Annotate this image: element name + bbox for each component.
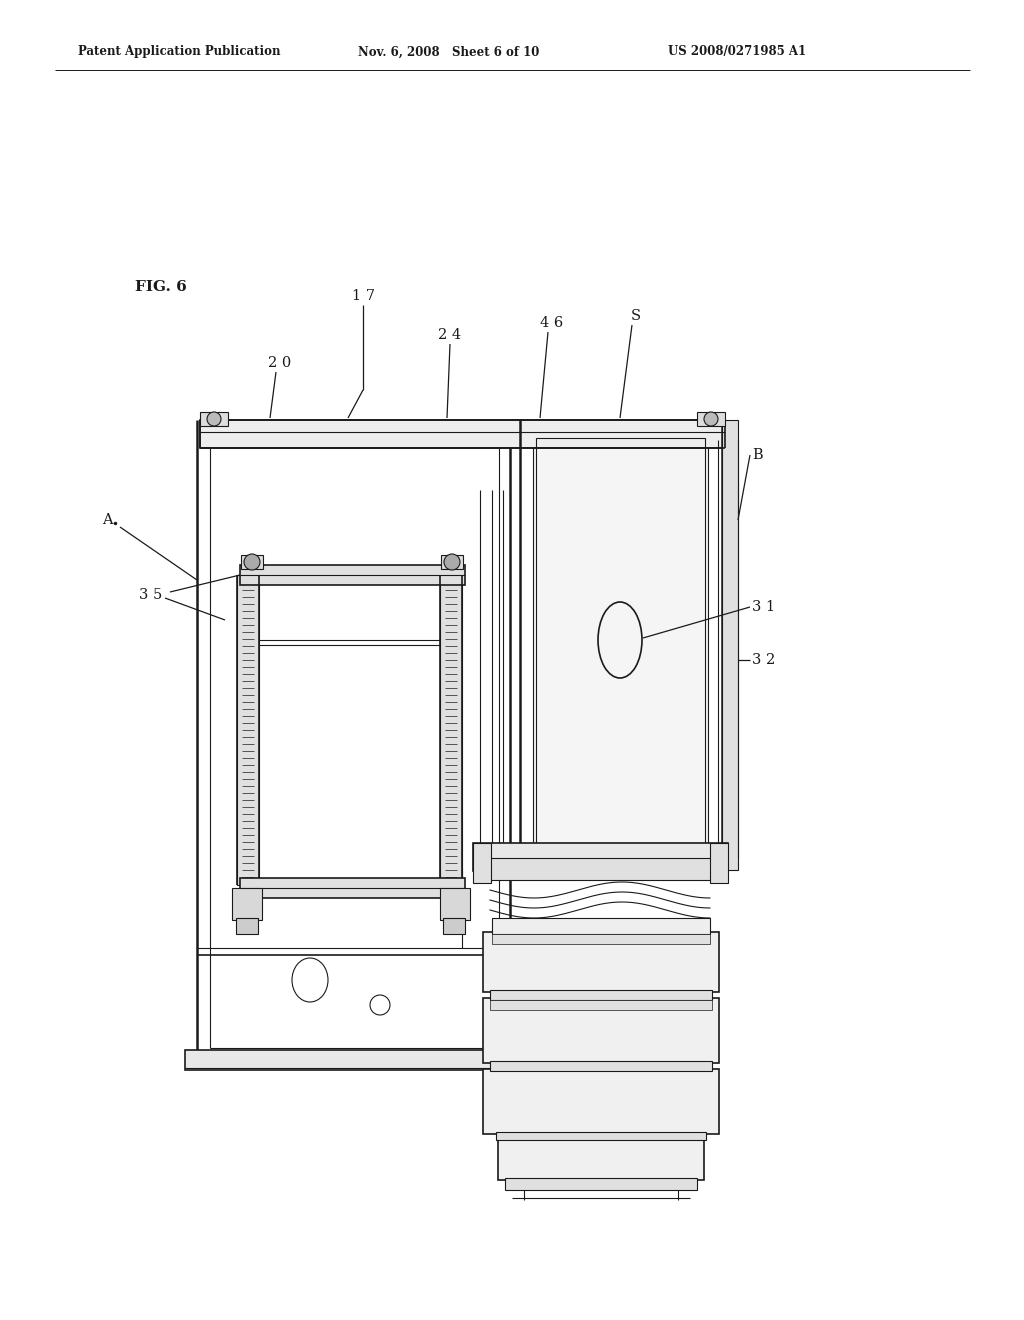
Bar — [483, 998, 719, 1063]
Bar — [473, 843, 728, 871]
Bar — [443, 917, 465, 935]
Bar — [536, 438, 705, 851]
Bar — [490, 1001, 712, 1010]
Text: 3 2: 3 2 — [752, 653, 775, 667]
Bar — [440, 888, 470, 920]
Bar — [240, 878, 465, 898]
Text: Nov. 6, 2008   Sheet 6 of 10: Nov. 6, 2008 Sheet 6 of 10 — [358, 45, 540, 58]
Bar — [710, 843, 728, 883]
Bar — [481, 858, 721, 880]
Text: 2 4: 2 4 — [438, 327, 462, 342]
Bar — [441, 554, 463, 569]
Bar — [237, 576, 259, 884]
Text: 4 6: 4 6 — [541, 315, 563, 330]
Bar — [722, 420, 738, 870]
Text: A: A — [102, 513, 113, 527]
Ellipse shape — [244, 554, 260, 570]
Bar — [498, 1138, 705, 1180]
Bar — [236, 917, 258, 935]
Bar — [496, 1133, 706, 1140]
Bar — [185, 1049, 525, 1071]
Bar — [200, 420, 725, 447]
Ellipse shape — [705, 412, 718, 426]
Text: US 2008/0271985 A1: US 2008/0271985 A1 — [668, 45, 806, 58]
Text: FIG. 6: FIG. 6 — [135, 280, 186, 294]
Bar — [232, 888, 262, 920]
Bar — [240, 565, 465, 585]
Bar — [241, 554, 263, 569]
Bar — [505, 1177, 697, 1191]
Text: S: S — [631, 309, 641, 323]
Ellipse shape — [444, 554, 460, 570]
Bar — [440, 576, 462, 884]
Bar — [483, 1069, 719, 1134]
Text: 2 0: 2 0 — [268, 356, 292, 370]
Bar — [490, 1061, 712, 1071]
Text: 3 1: 3 1 — [752, 601, 775, 614]
Bar — [534, 436, 708, 855]
Ellipse shape — [207, 412, 221, 426]
Text: 1 7: 1 7 — [351, 289, 375, 304]
Bar — [473, 843, 490, 883]
Bar — [483, 932, 719, 993]
Bar — [492, 935, 710, 944]
Text: 3 5: 3 5 — [138, 587, 162, 602]
Text: B: B — [752, 447, 763, 462]
Bar — [200, 412, 228, 426]
Text: Patent Application Publication: Patent Application Publication — [78, 45, 281, 58]
Bar — [697, 412, 725, 426]
Bar — [492, 917, 710, 935]
Bar — [490, 990, 712, 1001]
